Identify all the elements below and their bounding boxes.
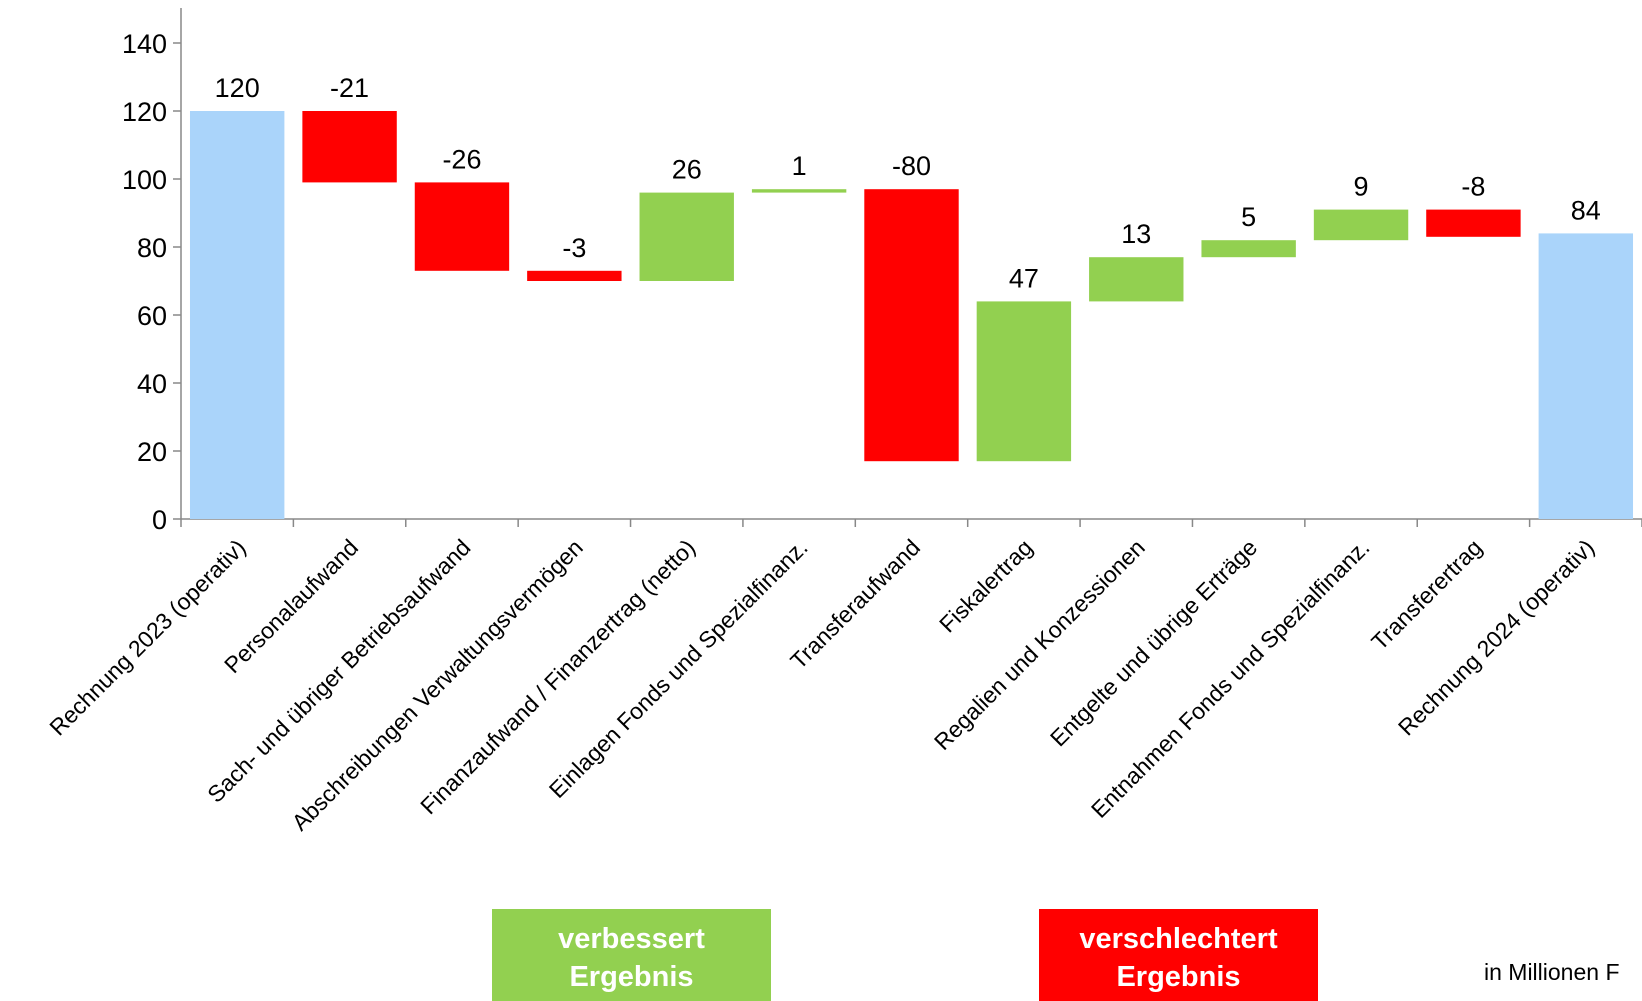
bar — [639, 192, 734, 281]
bar — [1313, 209, 1409, 241]
unit-note: in Millionen F — [1484, 959, 1620, 985]
bar — [189, 111, 285, 519]
y-tick-label: 80 — [137, 233, 167, 263]
bar — [1201, 240, 1296, 258]
y-tick-label: 100 — [122, 165, 167, 195]
x-tick-label: Rechnung 2023 (operativ) — [44, 534, 250, 740]
bar — [302, 111, 397, 183]
legend-label: verschlechtert — [1079, 923, 1278, 955]
bar — [414, 182, 510, 271]
value-label: -80 — [892, 151, 931, 181]
value-label: 26 — [672, 155, 702, 185]
bar — [976, 301, 1072, 462]
value-label: 5 — [1241, 202, 1256, 232]
bar — [1538, 233, 1634, 519]
legend-box — [492, 909, 771, 1001]
y-tick-label: 20 — [137, 437, 167, 467]
value-label: -3 — [562, 233, 586, 263]
bar — [527, 270, 622, 281]
y-tick-label: 0 — [152, 505, 167, 535]
bar — [864, 189, 959, 462]
value-label: -8 — [1461, 172, 1485, 202]
value-label: 47 — [1009, 263, 1039, 293]
value-label: 9 — [1354, 172, 1369, 202]
value-label: 1 — [792, 151, 807, 181]
bar — [1089, 257, 1184, 302]
legend-label: Ergebnis — [569, 961, 693, 993]
value-label: -26 — [442, 144, 481, 174]
x-tick-label: Entgelte und übrige Erträge — [1045, 534, 1262, 751]
value-label: -21 — [330, 73, 369, 103]
x-tick-label: Transferertrag — [1366, 534, 1487, 655]
y-tick-label: 120 — [122, 97, 167, 127]
bar — [751, 189, 847, 193]
legend-label: Ergebnis — [1116, 961, 1240, 993]
value-label: 84 — [1571, 195, 1601, 225]
x-tick-label: Rechnung 2024 (operativ) — [1393, 534, 1599, 740]
x-tick-label: Fiskalertrag — [934, 534, 1037, 637]
legend-label: verbessert — [558, 923, 705, 955]
y-tick-label: 40 — [137, 369, 167, 399]
x-tick-label: Regalien und Konzessionen — [929, 534, 1150, 755]
y-tick-label: 140 — [122, 29, 167, 59]
value-label: 13 — [1121, 219, 1151, 249]
bar — [1426, 209, 1521, 237]
value-label: 120 — [215, 73, 260, 103]
legend-box — [1039, 909, 1318, 1001]
y-tick-label: 60 — [137, 301, 167, 331]
